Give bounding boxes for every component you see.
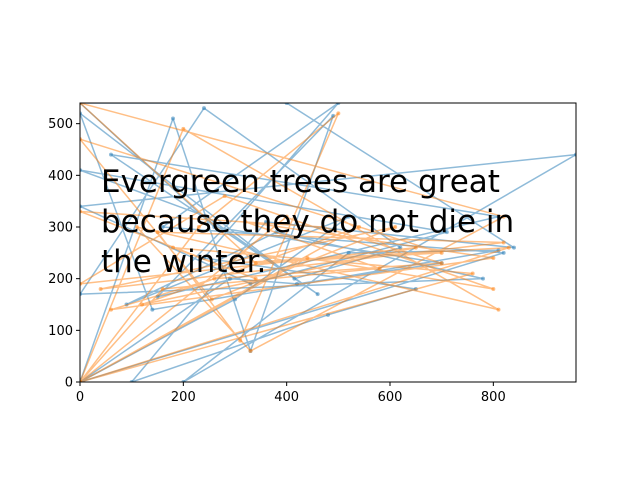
series-1-point <box>346 214 351 219</box>
series-2-point <box>501 214 506 219</box>
series-2-point <box>413 245 418 250</box>
series-1-point <box>346 250 351 255</box>
series-1-point <box>202 106 206 111</box>
series-1-point <box>501 250 506 255</box>
series-line-2 <box>80 103 510 382</box>
series-2-point <box>253 261 258 266</box>
y-tick-label: 100 <box>48 324 73 339</box>
x-tick-label: 200 <box>171 390 196 405</box>
series-2-point <box>243 219 248 224</box>
series-2-point <box>377 266 382 271</box>
series-1-point <box>109 152 113 157</box>
y-tick-label: 0 <box>65 376 73 391</box>
series-2-point <box>140 302 144 307</box>
series-2-point <box>491 256 496 260</box>
series-2-point <box>109 307 113 312</box>
series-2-point <box>196 225 201 229</box>
series-2-point <box>181 126 186 131</box>
series-1-point <box>481 276 485 281</box>
series-2-point <box>171 245 175 250</box>
series-1-point <box>315 292 320 297</box>
series-2-point <box>336 111 341 116</box>
series-2-point <box>248 349 253 353</box>
series-2-point <box>393 225 398 229</box>
series-2-point <box>501 240 506 245</box>
series-2-point <box>439 250 444 255</box>
series-2-point <box>155 230 160 235</box>
series-2-point <box>496 307 501 312</box>
tick-layer: 0 200 400 600 800 0 100 200 300 400 500 <box>48 117 506 405</box>
series-2-point <box>470 271 475 276</box>
series-2-point <box>212 276 217 281</box>
series-2-point <box>134 225 139 229</box>
series-2-point <box>98 287 103 291</box>
x-tick-label: 400 <box>274 390 299 405</box>
x-tick-label: 0 <box>76 390 84 405</box>
series-2-point <box>491 287 496 291</box>
series-2-point <box>284 214 289 219</box>
series-layer <box>80 103 576 382</box>
plot-frame <box>79 102 577 383</box>
series-1-point <box>150 307 155 312</box>
x-tick-label: 600 <box>378 390 403 405</box>
series-1-point <box>444 230 449 235</box>
series-2-point <box>227 261 232 266</box>
series-2-point <box>320 225 325 229</box>
series-2-point <box>305 256 310 260</box>
series-2-point <box>160 287 165 291</box>
series-2-point <box>209 297 214 302</box>
y-tick-label: 300 <box>48 221 73 236</box>
y-tick-label: 200 <box>48 272 73 287</box>
y-tick-label: 400 <box>48 169 73 184</box>
chart-annotation: Evergreen trees are great because they d… <box>101 164 525 280</box>
series-2-point <box>357 225 361 229</box>
series-2-point <box>506 245 511 250</box>
series-1-point <box>292 276 297 281</box>
series-2-point <box>253 276 258 281</box>
series-2-point <box>439 261 444 266</box>
x-tick-label: 800 <box>481 390 506 405</box>
series-1-point <box>171 116 175 121</box>
series-1-point <box>160 225 165 229</box>
series-1-point <box>512 245 516 250</box>
y-tick-label: 500 <box>48 117 73 132</box>
series-2-point <box>238 338 243 343</box>
series-2-point <box>222 194 227 198</box>
